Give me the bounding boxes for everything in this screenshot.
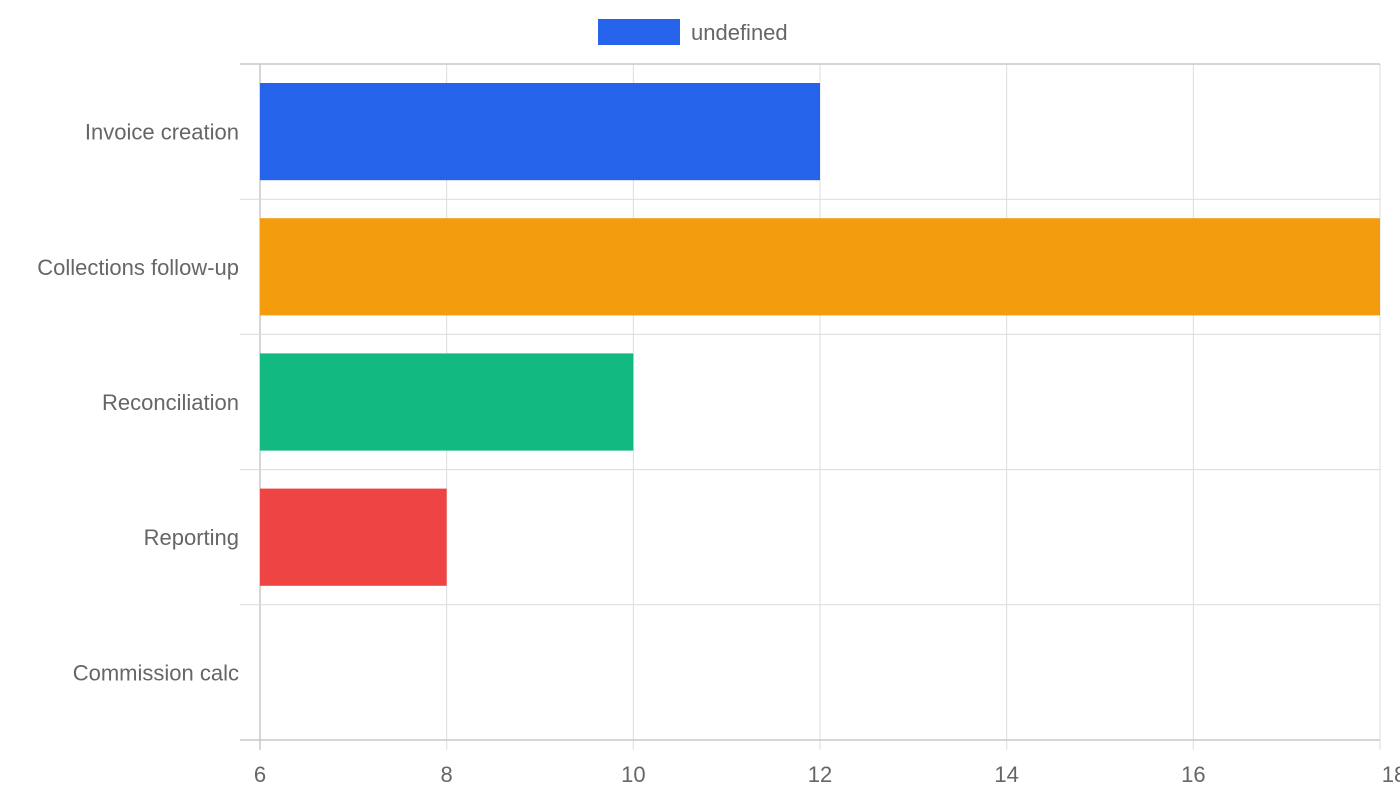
x-tick-label: 18 [1382, 762, 1400, 787]
legend-swatch [598, 19, 680, 45]
category-label: Commission calc [73, 660, 239, 685]
bars [260, 83, 1380, 586]
category-label: Collections follow-up [37, 255, 239, 280]
grid [240, 63, 1381, 750]
category-label: Invoice creation [85, 120, 239, 145]
value-axis: 6 8 10 12 14 16 18 [254, 762, 1400, 787]
x-tick-label: 6 [254, 762, 266, 787]
legend-label: undefined [691, 20, 788, 45]
bar-invoice-creation[interactable] [260, 83, 820, 181]
category-axis: Invoice creation Collections follow-up Rec… [37, 120, 239, 686]
category-label: Reconciliation [102, 390, 239, 415]
x-tick-label: 8 [441, 762, 453, 787]
bar-reporting[interactable] [260, 488, 447, 586]
x-tick-label: 10 [621, 762, 645, 787]
bar-collections-follow-up[interactable] [260, 218, 1380, 316]
legend[interactable]: undefined [598, 19, 788, 45]
bar-reconciliation[interactable] [260, 353, 634, 451]
category-label: Reporting [144, 525, 239, 550]
x-tick-label: 12 [808, 762, 832, 787]
x-tick-label: 14 [994, 762, 1018, 787]
x-tick-label: 16 [1181, 762, 1205, 787]
